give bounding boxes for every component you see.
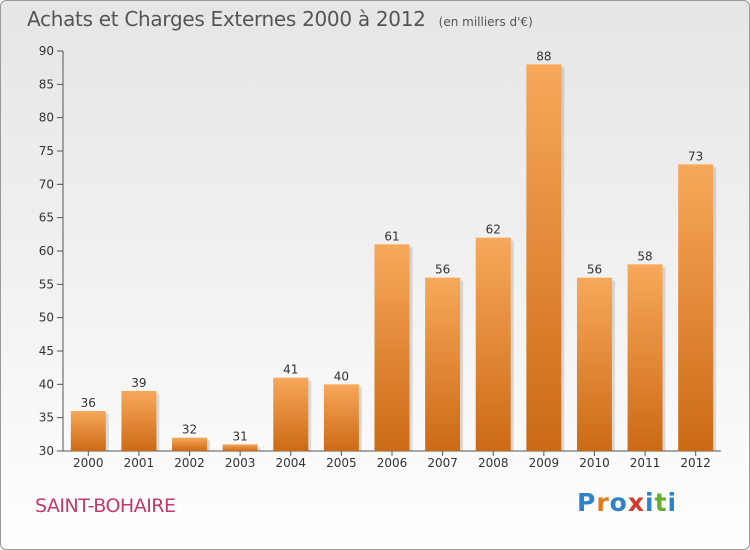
y-tick-label: 30 — [39, 444, 54, 458]
data-label: 56 — [587, 263, 602, 277]
x-tick-label: 2010 — [579, 456, 610, 470]
y-tick-label: 65 — [39, 211, 54, 225]
y-tick-label: 45 — [39, 344, 54, 358]
bar — [425, 277, 461, 451]
logo-letter: t — [654, 488, 668, 517]
data-label: 88 — [536, 49, 551, 63]
bar — [475, 237, 511, 451]
bar — [374, 244, 410, 451]
chart-subtitle: (en milliers d'€) — [438, 15, 533, 29]
bar — [121, 391, 157, 451]
bar — [323, 384, 359, 451]
commune-name: SAINT-BOHAIRE — [35, 495, 176, 517]
x-tick-label: 2011 — [630, 456, 661, 470]
x-tick-label: 2006 — [377, 456, 408, 470]
bar — [526, 64, 562, 452]
data-label: 58 — [637, 249, 652, 263]
y-tick-label: 50 — [39, 311, 54, 325]
logo-letter: P — [577, 488, 597, 517]
bar — [70, 411, 106, 451]
data-label: 32 — [182, 423, 197, 437]
y-tick-label: 85 — [39, 77, 54, 91]
data-label: 62 — [486, 223, 501, 237]
logo-letter: i — [645, 488, 655, 517]
x-tick-label: 2003 — [225, 456, 256, 470]
y-tick-label: 55 — [39, 277, 54, 291]
data-label: 31 — [233, 429, 248, 443]
x-tick-label: 2012 — [680, 456, 711, 470]
bar — [273, 377, 309, 451]
logo-letter: r — [596, 488, 610, 517]
x-tick-label: 2008 — [478, 456, 509, 470]
y-tick-label: 40 — [39, 377, 54, 391]
x-tick-label: 2004 — [275, 456, 306, 470]
logo-letter: x — [627, 488, 645, 517]
x-tick-label: 2000 — [73, 456, 104, 470]
title-row: Achats et Charges Externes 2000 à 2012 (… — [27, 7, 533, 31]
y-tick-label: 80 — [39, 111, 54, 125]
proxiti-logo[interactable]: Proxiti — [577, 488, 677, 517]
x-tick-label: 2002 — [174, 456, 205, 470]
bar — [627, 264, 663, 451]
logo-letter: o — [609, 488, 628, 517]
y-tick-label: 35 — [39, 411, 54, 425]
bar — [678, 164, 714, 452]
chart-title: Achats et Charges Externes 2000 à 2012 — [27, 7, 426, 31]
data-label: 39 — [131, 376, 146, 390]
y-tick-label: 75 — [39, 144, 54, 158]
data-label: 73 — [688, 149, 703, 163]
x-tick-label: 2009 — [529, 456, 560, 470]
data-label: 41 — [283, 363, 298, 377]
data-label: 36 — [81, 396, 96, 410]
y-tick-label: 60 — [39, 244, 54, 258]
bar — [576, 277, 612, 451]
data-label: 56 — [435, 263, 450, 277]
data-label: 61 — [384, 229, 399, 243]
bar — [172, 437, 208, 451]
bar — [222, 444, 258, 451]
y-tick-label: 90 — [39, 44, 54, 58]
y-tick-label: 70 — [39, 177, 54, 191]
x-tick-label: 2001 — [124, 456, 155, 470]
data-label: 40 — [334, 369, 349, 383]
x-tick-label: 2005 — [326, 456, 357, 470]
x-tick-label: 2007 — [427, 456, 458, 470]
logo-letter: i — [667, 488, 678, 517]
